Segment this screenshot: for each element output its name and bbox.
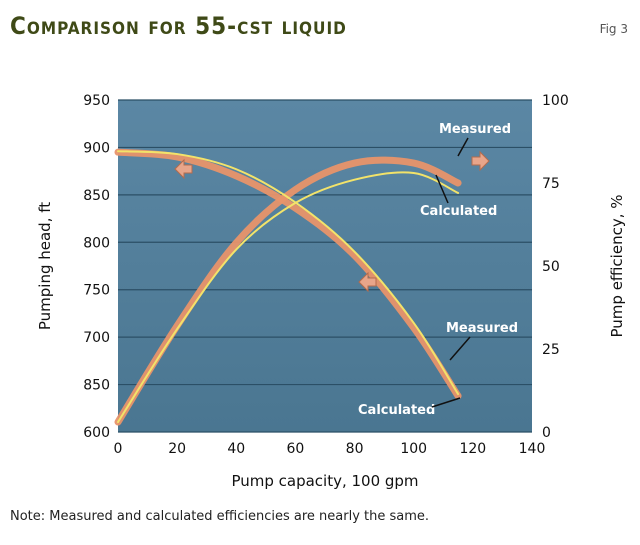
y-left-tick-label: 900 xyxy=(83,140,110,156)
x-tick-label: 40 xyxy=(227,441,245,457)
annotation-label: Measured xyxy=(439,122,511,137)
y-axis-left-label: Pumping head, ft xyxy=(36,202,54,330)
y-left-tick-label: 700 xyxy=(83,330,110,346)
series-line-head-calculated xyxy=(117,150,460,396)
figure-label: Fig 3 xyxy=(599,22,628,36)
y-axis-right-label: Pump efficiency, % xyxy=(608,195,626,338)
y-left-tick-label: 950 xyxy=(83,93,110,109)
x-tick-label: 120 xyxy=(459,441,486,457)
annotation-leader xyxy=(457,137,469,157)
series-line-head-measured xyxy=(114,148,462,400)
series-line-efficiency-measured xyxy=(114,156,462,426)
y-right-tick-label: 100 xyxy=(542,93,569,109)
x-axis-label: Pump capacity, 100 gpm xyxy=(231,472,418,490)
x-tick-label: 100 xyxy=(400,441,427,457)
footnote: Note: Measured and calculated efficienci… xyxy=(10,509,430,524)
y-right-tick-label: 50 xyxy=(542,259,560,275)
x-tick-label: 20 xyxy=(168,441,186,457)
annotation-leader xyxy=(431,397,461,408)
annotation-label: Calculated xyxy=(420,204,497,219)
plot-area xyxy=(118,100,532,432)
chart: 0 20 40 60 80 100 120 1406008507007508008509009… xyxy=(36,93,626,490)
series-line-efficiency-calculated xyxy=(117,171,460,424)
y-left-tick-label: 850 xyxy=(83,378,110,394)
annotation-leader xyxy=(449,336,471,361)
direction-arrow-icon xyxy=(174,158,193,180)
annotation-leader xyxy=(435,174,449,204)
annotation-label: Calculated xyxy=(358,403,435,418)
x-tick-label: 0 xyxy=(114,441,123,457)
direction-arrow-icon xyxy=(358,271,377,293)
y-right-tick-label: 25 xyxy=(542,342,560,358)
x-tick-label: 140 xyxy=(519,441,546,457)
y-right-tick-label: 0 xyxy=(542,425,551,441)
y-left-tick-label: 800 xyxy=(83,235,110,251)
annotation-label: Measured xyxy=(446,321,518,336)
x-tick-label: 60 xyxy=(287,441,305,457)
chart-title: Comparison for 55-cst liquid xyxy=(10,12,347,40)
direction-arrow-icon xyxy=(471,150,490,172)
x-tick-label: 80 xyxy=(346,441,364,457)
y-left-tick-label: 600 xyxy=(83,425,110,441)
y-left-tick-label: 750 xyxy=(83,283,110,299)
y-left-tick-label: 850 xyxy=(83,188,110,204)
y-right-tick-label: 75 xyxy=(542,176,560,192)
